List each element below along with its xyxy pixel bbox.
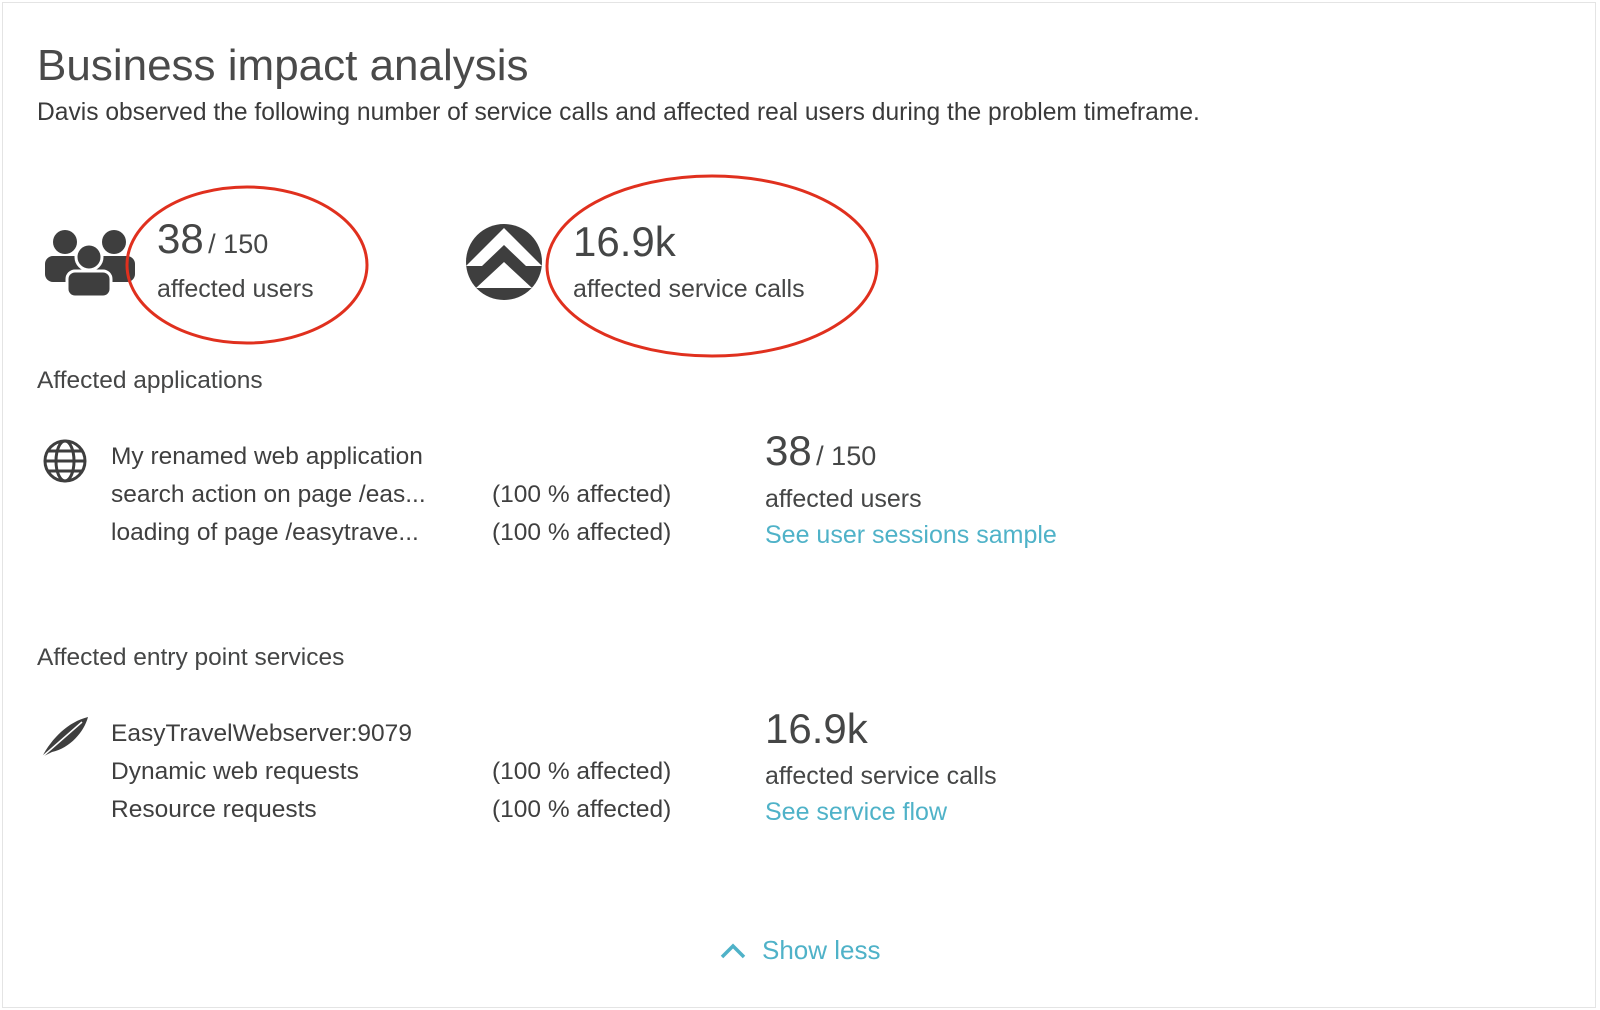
service-flow-link[interactable]: See service flow: [765, 798, 948, 826]
title: Business impact analysis: [37, 41, 529, 90]
section-heading: Affected applications: [37, 367, 263, 394]
app-stat-label: affected users: [765, 485, 922, 513]
app-action: loading of page /easytrave...: [111, 519, 419, 546]
service-impact: (100 % affected): [492, 796, 672, 823]
feather-icon: [41, 717, 88, 758]
section-heading: Affected entry point services: [37, 644, 345, 671]
users-label: affected users: [157, 275, 314, 303]
users-count: 38: [157, 215, 204, 262]
calls-count: 16.9k: [573, 218, 676, 265]
subtitle: Davis observed the following number of s…: [37, 99, 1200, 126]
calls-label: affected service calls: [573, 275, 805, 303]
app-impact: (100 % affected): [492, 519, 672, 546]
users-summary: 38 / 150: [157, 218, 268, 260]
users-icon: [45, 230, 135, 299]
show-less-toggle[interactable]: Show less: [762, 935, 881, 965]
service-name[interactable]: EasyTravelWebserver:9079: [111, 720, 412, 747]
highlight-ellipse: [545, 174, 879, 358]
app-users-count: 38: [765, 427, 812, 474]
app-action: search action on page /eas...: [111, 481, 426, 508]
app-users-total: / 150: [816, 441, 877, 471]
sessions-link[interactable]: See user sessions sample: [765, 521, 1057, 549]
service-action: Dynamic web requests: [111, 758, 359, 785]
users-total: / 150: [208, 229, 269, 259]
globe-icon: [43, 439, 87, 483]
service-impact: (100 % affected): [492, 758, 672, 785]
service-action: Resource requests: [111, 796, 317, 823]
service-icon: [466, 224, 542, 300]
app-stat: 38 / 150: [765, 430, 876, 472]
highlight-ellipse: [125, 185, 369, 345]
chevron-up[interactable]: [720, 943, 746, 959]
service-calls-count: 16.9k: [765, 705, 868, 752]
app-name[interactable]: My renamed web application: [111, 443, 423, 470]
app-impact: (100 % affected): [492, 481, 672, 508]
service-stat-label: affected service calls: [765, 762, 997, 790]
